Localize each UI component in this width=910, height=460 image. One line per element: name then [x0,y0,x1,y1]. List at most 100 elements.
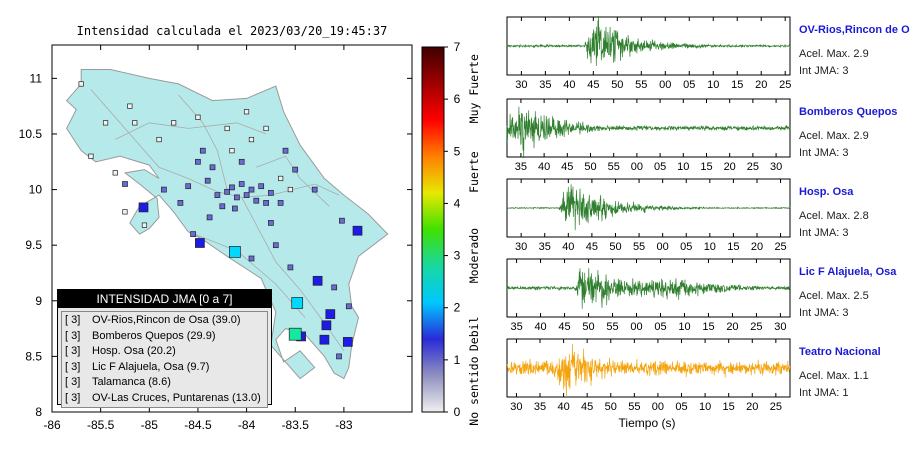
station-name: OV-Rios,Rincon de Osa [799,24,910,36]
station-marker [229,148,235,154]
waveform-tick-label: 40 [562,241,574,253]
station-marker [268,220,274,226]
waveform-tick-label: 10 [707,79,719,91]
station-marker [88,153,94,159]
station-marker [248,255,255,262]
legend-item-name: Bomberos Quepos (29.9) [92,329,216,342]
waveform-tick-label: 20 [755,79,767,91]
waveform-tick-label: 45 [561,161,573,173]
waveform-tick-label: 15 [727,241,739,253]
station-marker [278,175,284,182]
waveform-tick-label: 35 [515,161,527,173]
station-marker [190,231,196,237]
waveform-tick-label: 25 [747,161,759,173]
station-marker [204,177,211,184]
waveform-xlabel: Tiempo (s) [619,416,676,430]
colorbar [421,46,445,413]
legend-item: [ 3] Lic F Alajuela, Osa (9.7) [65,360,264,376]
waveform-tick-label: 45 [558,321,570,333]
legend-item-level: [ 3] [65,314,81,326]
station-jma-intensity: Int JMA: 3 [799,307,849,319]
station-marker [177,200,184,206]
waveform-tick-label: 45 [586,241,598,253]
station-jma-intensity: Int JMA: 3 [799,227,849,239]
colorbar-tick-label: 0 [454,405,461,419]
waveform-tick-label: 40 [538,161,550,173]
waveform-tick-label: 40 [534,321,546,333]
waveform-tick-label: 45 [587,79,599,91]
waveform-tick-label: 35 [534,401,546,413]
y-tick-label: 9.5 [25,238,42,252]
station-marker [243,192,250,198]
y-tick-label: 10.5 [19,127,43,141]
station-marker [209,164,216,171]
waveform-tick-label: 10 [704,241,716,253]
station-jma-intensity: Int JMA: 3 [799,147,849,159]
road-line [188,231,306,318]
waveform-tick-label: 30 [515,241,527,253]
legend-item-name: OV-Rios,Rincon de Osa (39.0) [92,314,241,326]
waveform-trace [506,268,791,309]
station-marker [112,170,118,176]
station-marker [206,214,213,221]
waveform-tick-label: 15 [700,161,712,173]
station-marker [352,225,363,236]
waveform-tick-label: 45 [581,401,593,413]
waveform-tick-label: 05 [683,79,695,91]
waveform-tick-label: 05 [654,161,666,173]
colorbar-tick-label: 1 [454,353,461,367]
waveform-tick-label: 50 [611,79,623,91]
station-name: Teatro Nacional [799,346,881,358]
station-jma-intensity: Int JMA: 1 [799,387,849,399]
waveform-tick-label: 50 [605,401,617,413]
station-marker [311,186,318,193]
colorbar-tick-label: 7 [454,40,461,54]
station-max-accel: Acel. Max. 2.8 [799,210,869,222]
legend-item-name: Hosp. Osa (20.2) [92,345,176,357]
road-line [115,122,267,140]
waveform-tick-label: 20 [726,321,738,333]
waveform-tick-label: 30 [515,79,527,91]
waveform-tick-label: 25 [750,321,762,333]
station-marker [291,297,304,309]
station-marker [195,238,205,248]
waveform-tick-label: 00 [630,321,642,333]
station-marker [319,334,330,345]
station-marker [336,353,342,360]
x-tick-label: -86 [43,418,61,432]
colorbar-tick-label: 6 [454,92,461,106]
station-marker [342,337,353,347]
station-marker [287,186,293,193]
station-max-accel: Acel. Max. 1.1 [799,370,869,382]
waveform-tick-label: 35 [539,241,551,253]
legend-item-name: Talamanca (8.6) [92,376,171,388]
legend-item: [ 3] Bomberos Quepos (29.9) [65,329,264,345]
station-marker [248,136,255,143]
legend-item-level: [ 3] [65,391,81,404]
station-max-accel: Acel. Max. 2.9 [799,48,869,60]
waveform-tick-label: 05 [680,241,692,253]
waveform-tick-label: 25 [779,79,791,91]
station-marker [292,166,299,173]
waveform-tick-label: 55 [628,401,640,413]
colorbar-category-label: Debil [467,316,481,351]
station-marker [331,284,338,291]
station-marker [229,184,235,191]
waveform-trace [506,184,791,231]
waveform-tick-label: 20 [751,241,763,253]
legend-item: [ 3] OV-Las Cruces, Puntarenas (13.0) [65,391,264,407]
waveform-tick-label: 50 [584,161,596,173]
station-marker [132,120,138,126]
waveform-tick-label: 35 [510,321,522,333]
waveform-tick-label: 25 [774,241,786,253]
station-marker [127,103,133,109]
station-marker [248,186,255,193]
colorbar-tick-label: 2 [454,301,461,315]
waveform-tick-label: 00 [659,79,671,91]
waveform-tick-label: 10 [699,401,711,413]
station-max-accel: Acel. Max. 2.5 [799,290,869,302]
station-marker [238,158,245,165]
map-frame [51,44,413,413]
legend-item: [ 3] Talamanca (8.6) [65,375,264,391]
